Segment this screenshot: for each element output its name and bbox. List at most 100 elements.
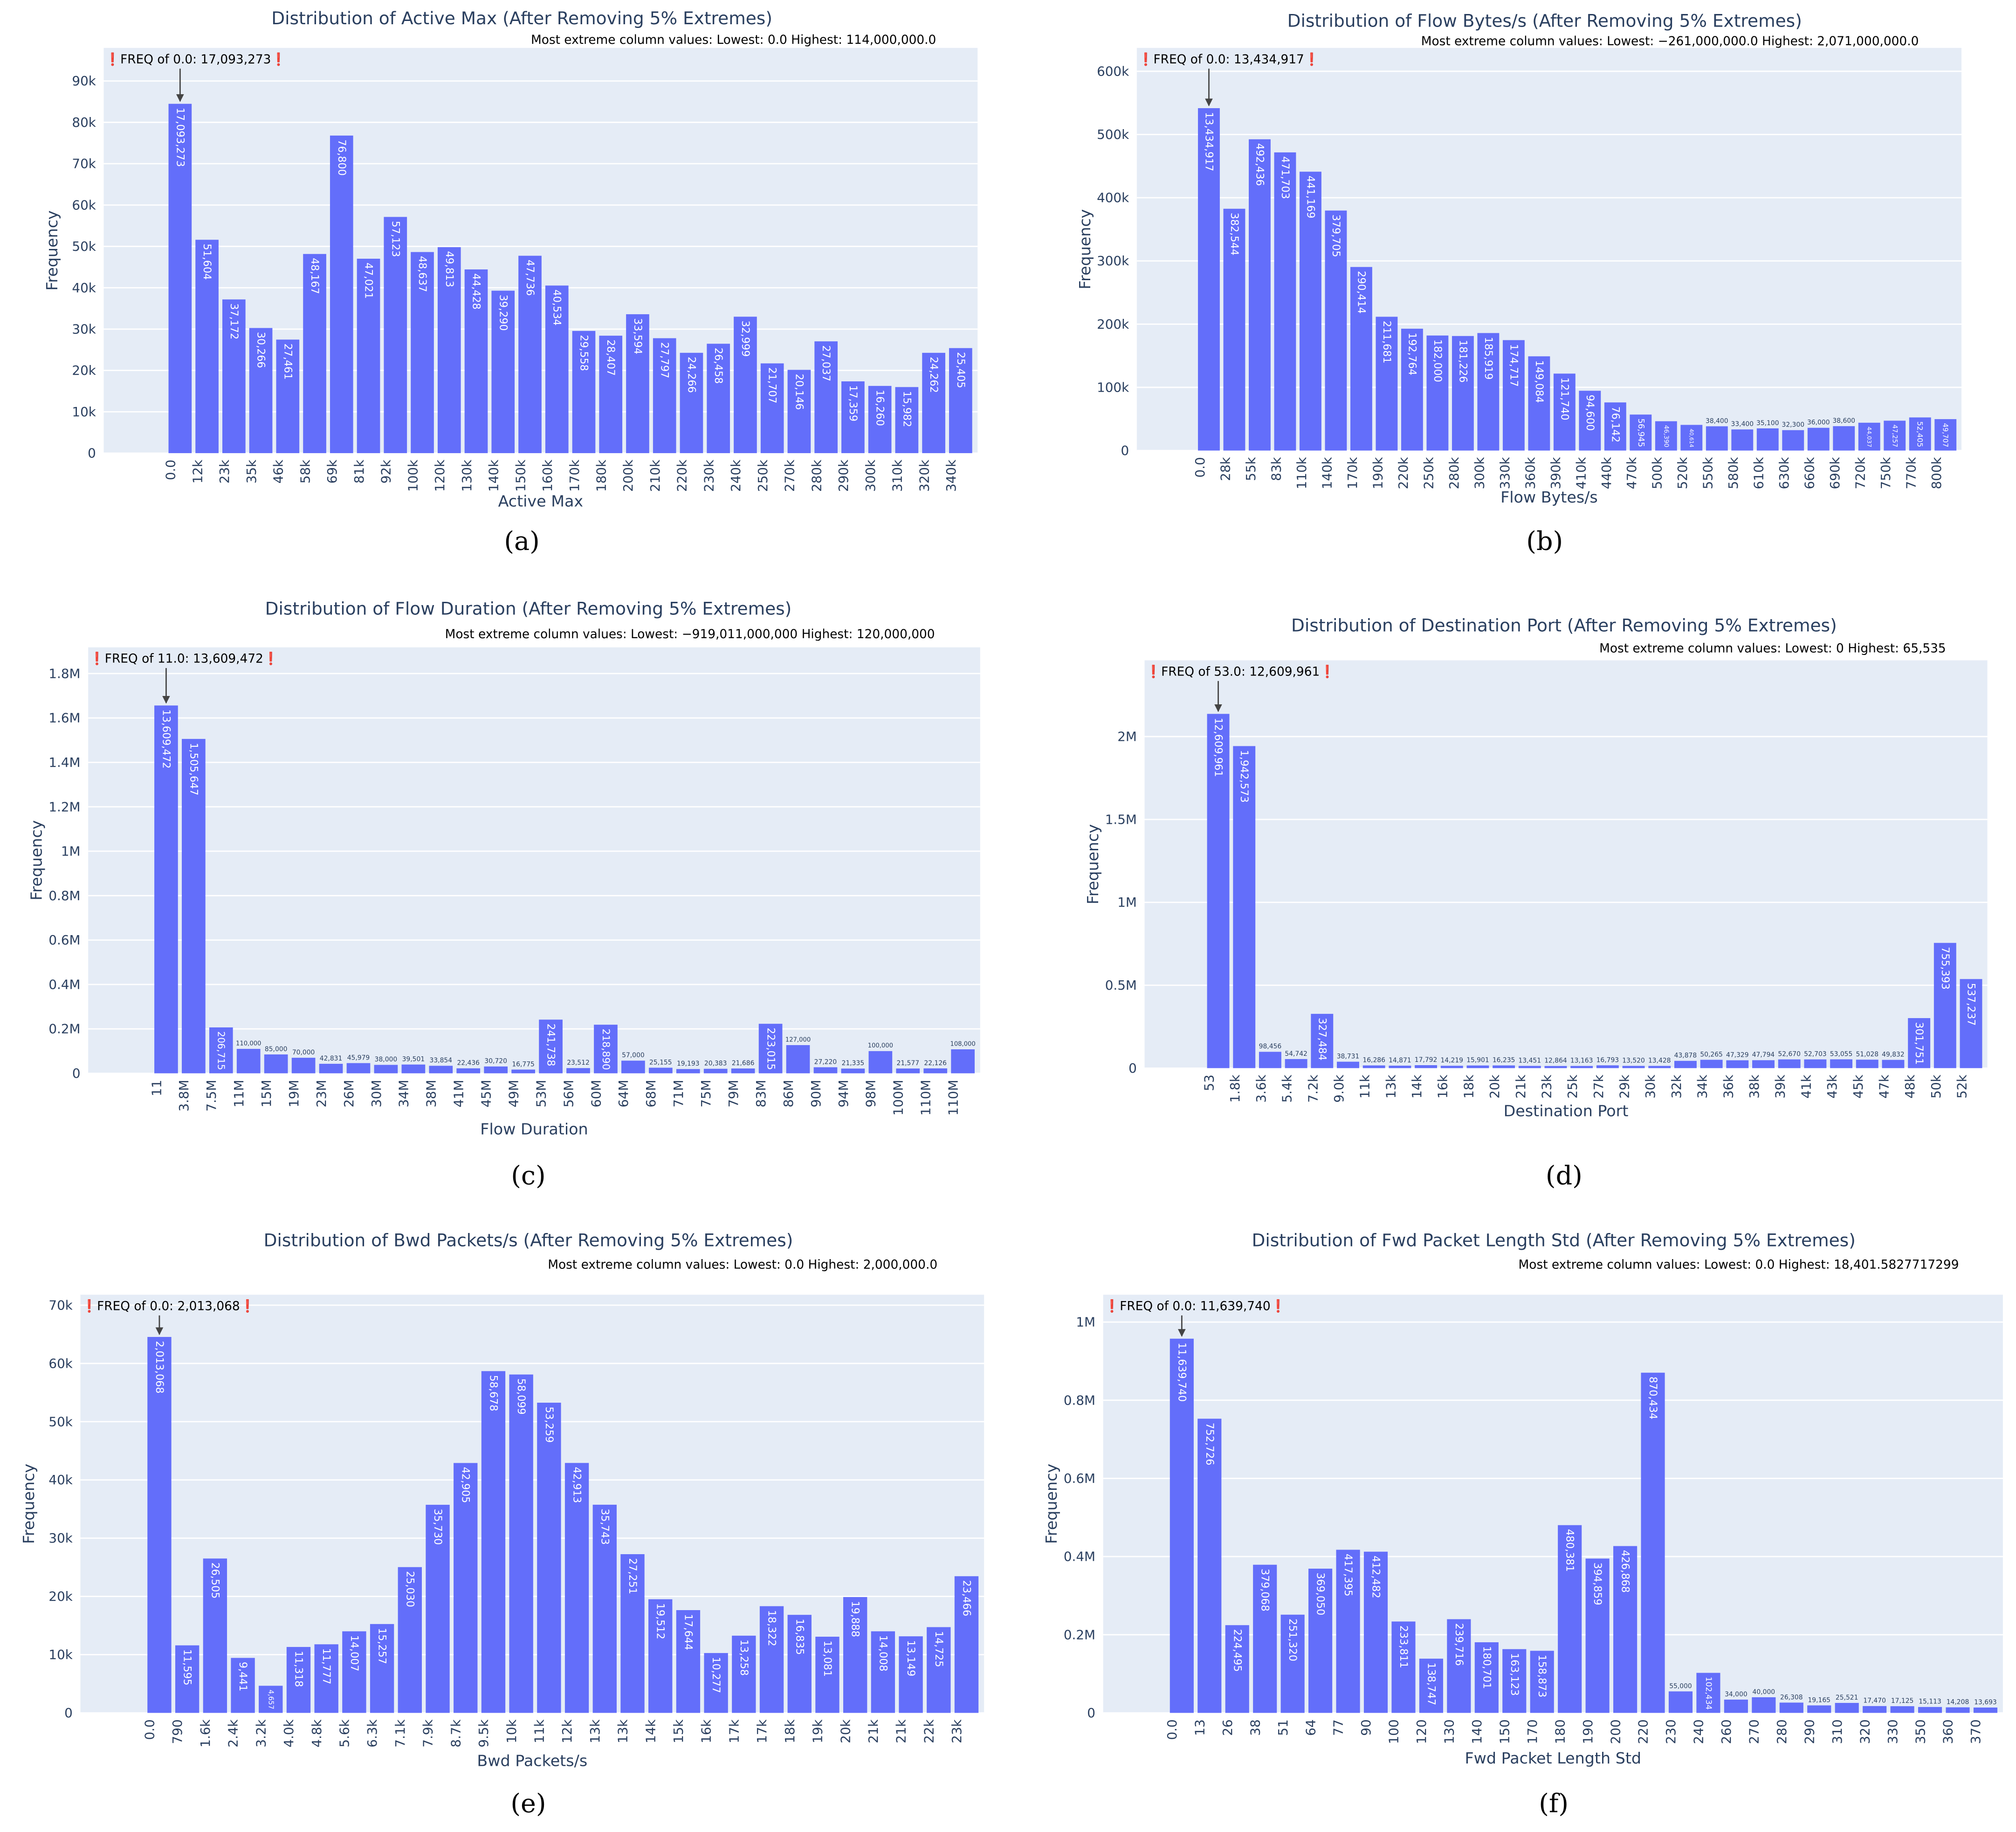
bar-value-label: 14,725 [933, 1631, 945, 1667]
x-tick-label: 290 [1802, 1719, 1817, 1744]
x-tick-label: 50k [1928, 1074, 1944, 1098]
bar-value-label: 110,000 [236, 1040, 261, 1047]
x-tick-label: 13k [1383, 1074, 1398, 1098]
x-tick-label: 27k [1591, 1074, 1606, 1098]
bar-value-label: 42,831 [320, 1055, 343, 1062]
bar [1440, 1066, 1463, 1068]
bar-value-label: 26,458 [712, 348, 724, 384]
x-tick-label: 690k [1827, 457, 1843, 489]
bar-value-label: 16,235 [1493, 1056, 1515, 1064]
bar [1668, 1691, 1693, 1713]
bar [896, 1068, 920, 1074]
bar [1752, 1060, 1775, 1068]
bar [1604, 402, 1626, 451]
bar-value-label: 36,000 [1807, 419, 1830, 427]
x-tick-label: 7.2k [1305, 1074, 1321, 1102]
chart-title: Distribution of Destination Port (After … [1291, 615, 1837, 635]
bar [1401, 329, 1423, 451]
bar [648, 1068, 673, 1074]
bar [731, 1068, 755, 1074]
bar-value-label: 17,644 [682, 1614, 694, 1650]
x-tick-label: 18k [1461, 1074, 1476, 1098]
bar [1726, 1060, 1749, 1068]
x-tick-label: 270k [782, 460, 798, 492]
y-tick-label: 0.8M [1064, 1392, 1095, 1408]
chart-title: Distribution of Flow Bytes/s (After Remo… [1287, 10, 1802, 31]
x-tick-label: 110M [946, 1080, 961, 1116]
bar-value-label: 211,681 [1381, 321, 1393, 364]
x-tick-label: 25k [1565, 1074, 1580, 1098]
bar-value-label: 19,888 [849, 1601, 861, 1637]
x-tick-label: 9.5k [476, 1719, 491, 1747]
y-tick-label: 60k [48, 1356, 72, 1371]
bar-value-label: 26,505 [209, 1563, 221, 1599]
x-tick-label: 1.6k [198, 1719, 213, 1747]
bar-value-label: 47,257 [1891, 425, 1899, 448]
bar [1863, 1706, 1887, 1713]
x-tick-label: 9.0k [1331, 1074, 1347, 1102]
bar-value-label: 426,868 [1619, 1550, 1631, 1593]
x-tick-label: 56M [561, 1080, 576, 1107]
bar [620, 1554, 645, 1713]
bar [572, 331, 596, 454]
x-tick-label: 3.2k [253, 1719, 268, 1747]
bar-value-label: 47,794 [1752, 1051, 1775, 1059]
x-tick-label: 41M [451, 1080, 467, 1107]
x-tick-label: 200k [620, 460, 636, 492]
x-tick-label: 23k [1539, 1074, 1555, 1098]
bar [626, 314, 649, 454]
x-tick-label: 55k [1243, 457, 1259, 481]
bar-value-label: 25,405 [955, 352, 967, 388]
y-tick-label: 0.4M [48, 977, 80, 992]
bar-value-label: 25,155 [649, 1059, 672, 1066]
bar-value-label: 239,716 [1453, 1623, 1465, 1666]
x-tick-label: 310 [1830, 1719, 1845, 1744]
bar [760, 363, 784, 454]
y-tick-label: 10k [48, 1647, 72, 1662]
y-axis-title: Frequency [43, 210, 61, 290]
bar-value-label: 34,000 [1725, 1691, 1748, 1698]
bar-value-label: 127,000 [785, 1036, 811, 1043]
x-tick-label: 90M [808, 1080, 824, 1107]
bar [1579, 391, 1601, 451]
x-tick-label: 0.0 [163, 460, 179, 480]
bar-value-label: 158,873 [1536, 1655, 1548, 1698]
x-tick-label: 19k [810, 1719, 826, 1743]
bar [1300, 172, 1321, 451]
bar [1170, 1338, 1194, 1713]
x-tick-label: 280k [809, 460, 824, 492]
y-tick-label: 0 [88, 446, 96, 461]
x-tick-label: 11k [1357, 1074, 1373, 1098]
bar-value-label: 185,919 [1482, 337, 1494, 380]
bar-value-label: 218,890 [600, 1029, 612, 1070]
bar-value-label: 55,000 [1669, 1682, 1692, 1690]
x-tick-label: 260 [1719, 1719, 1734, 1744]
bar [703, 1068, 728, 1074]
x-tick-label: 58k [297, 460, 313, 483]
bar-value-label: 412,482 [1370, 1556, 1382, 1598]
bar-value-label: 138,747 [1425, 1662, 1437, 1705]
bar-value-label: 13,609,472 [160, 709, 172, 769]
bar [1198, 108, 1220, 451]
bar-value-label: 102,434 [1704, 1677, 1713, 1710]
y-tick-label: 0.8M [48, 888, 80, 903]
bar [346, 1063, 371, 1074]
bar [813, 1067, 838, 1074]
x-tick-label: 13 [1192, 1719, 1207, 1736]
bar [1833, 426, 1855, 451]
bar [1336, 1550, 1360, 1713]
bar [1570, 1066, 1593, 1068]
bar-value-label: 28,407 [605, 339, 617, 376]
bar-value-label: 20,146 [793, 374, 805, 410]
x-tick-label: 36k [1720, 1074, 1736, 1098]
bar-value-label: 30,266 [255, 332, 267, 368]
x-tick-label: 4.0k [281, 1719, 296, 1747]
x-tick-label: 330 [1885, 1719, 1900, 1744]
chart-title: Distribution of Bwd Packets/s (After Rem… [264, 1230, 793, 1251]
bar [1596, 1065, 1619, 1068]
bar-value-label: 14,208 [1947, 1698, 1969, 1706]
x-tick-label: 26M [341, 1080, 357, 1107]
panel-label: (c) [511, 1160, 545, 1191]
bar [1285, 1059, 1307, 1068]
bar [1856, 1060, 1878, 1068]
